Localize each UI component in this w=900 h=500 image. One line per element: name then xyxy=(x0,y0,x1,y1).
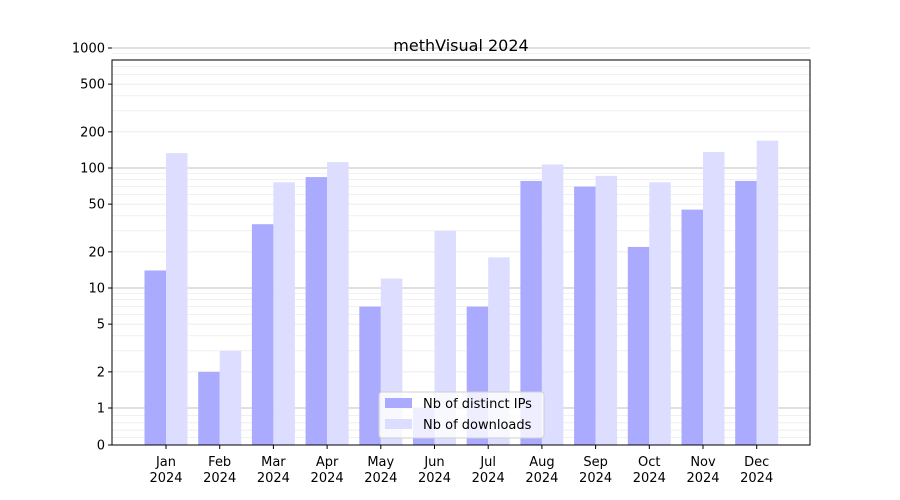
y-tick-label: 100 xyxy=(80,162,105,177)
bar-distinct-ips xyxy=(144,270,166,445)
bar-downloads xyxy=(756,140,779,445)
legend-label: Nb of distinct IPs xyxy=(423,397,532,412)
y-tick-label: 2 xyxy=(97,365,105,380)
x-tick-label-month: Jul xyxy=(479,455,496,470)
legend-swatch xyxy=(385,398,412,408)
legend-box xyxy=(378,391,545,439)
bar-distinct-ips xyxy=(198,371,220,445)
x-tick-label-month: Jan xyxy=(155,455,176,470)
bar-distinct-ips xyxy=(681,209,703,445)
x-tick-label-year: 2024 xyxy=(311,471,344,486)
bar-downloads xyxy=(434,230,456,445)
x-tick-label-year: 2024 xyxy=(418,471,451,486)
x-tick-label-month: Mar xyxy=(261,455,286,470)
x-tick-label-year: 2024 xyxy=(257,471,290,486)
y-tick-label: 200 xyxy=(80,125,105,140)
bar-downloads xyxy=(541,164,564,446)
bars xyxy=(144,140,779,446)
x-tick-label-month: Dec xyxy=(744,455,769,470)
legend-swatch xyxy=(385,419,412,429)
x-tick-label-month: Feb xyxy=(208,455,231,470)
x-tick-label-month: Oct xyxy=(638,455,660,470)
bar-downloads xyxy=(703,151,725,445)
bar-downloads xyxy=(327,162,349,445)
legend: Nb of distinct IPs Nb of downloads xyxy=(378,391,545,439)
x-tick-label-year: 2024 xyxy=(149,471,182,486)
chart-title: methVisual 2024 xyxy=(393,36,528,55)
bar-distinct-ips xyxy=(305,177,328,445)
legend-label: Nb of downloads xyxy=(423,418,532,433)
x-tick-label-year: 2024 xyxy=(740,471,773,486)
x-tick-label-year: 2024 xyxy=(525,471,558,486)
y-tick-label: 1 xyxy=(97,402,105,417)
x-tick-label-year: 2024 xyxy=(364,471,397,486)
y-tick-label: 0 xyxy=(97,439,105,454)
x-tick-label-year: 2024 xyxy=(579,471,612,486)
y-tick-label: 500 xyxy=(80,78,105,93)
x-axis: Jan2024Feb2024Mar2024Apr2024May2024Jun20… xyxy=(149,445,773,486)
x-tick-label-year: 2024 xyxy=(472,471,505,486)
y-axis: 0 1 2 5 10 20 50 100 200 500 1000 xyxy=(72,42,112,454)
bar-downloads xyxy=(273,182,295,445)
bar-downloads xyxy=(595,175,618,446)
x-tick-label-year: 2024 xyxy=(686,471,719,486)
x-tick-label-month: Apr xyxy=(316,455,339,470)
bar-distinct-ips xyxy=(627,246,650,445)
bar-distinct-ips xyxy=(359,306,381,445)
x-tick-label-year: 2024 xyxy=(633,471,666,486)
bar-downloads xyxy=(219,350,242,445)
x-tick-label-month: Aug xyxy=(529,455,554,470)
bar-distinct-ips xyxy=(520,180,542,445)
x-tick-label-month: May xyxy=(367,455,394,470)
x-tick-label-year: 2024 xyxy=(203,471,236,486)
bar-distinct-ips xyxy=(251,224,274,445)
y-tick-label: 5 xyxy=(97,318,105,333)
plot-frame xyxy=(111,59,811,446)
bar-downloads xyxy=(649,182,671,445)
bar-distinct-ips xyxy=(574,186,596,445)
x-tick-label-month: Jun xyxy=(423,455,444,470)
x-tick-label-month: Nov xyxy=(690,455,716,470)
bar-downloads xyxy=(166,153,188,445)
y-tick-label: 10 xyxy=(88,282,105,297)
y-tick-label: 1000 xyxy=(72,42,105,57)
y-tick-label: 50 xyxy=(88,198,105,213)
bar-distinct-ips xyxy=(735,180,757,445)
y-tick-label: 20 xyxy=(88,245,105,260)
x-tick-label-month: Sep xyxy=(583,455,608,470)
